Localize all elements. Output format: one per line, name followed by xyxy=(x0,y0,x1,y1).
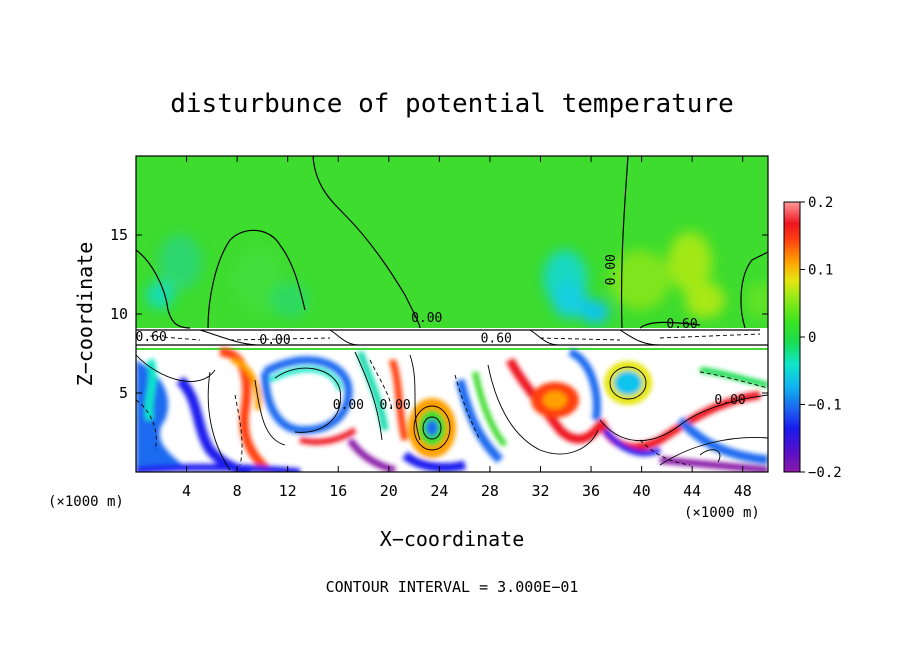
contour-label: 0.60 xyxy=(136,330,167,345)
contour-label: 0.00 xyxy=(411,311,442,326)
x-tick-label: 44 xyxy=(683,482,701,500)
plot-area xyxy=(136,156,768,472)
x-tick-label: 24 xyxy=(430,482,448,500)
x-tick-label: 16 xyxy=(329,482,347,500)
x-tick-label: 8 xyxy=(233,482,242,500)
contour-interval-note: CONTOUR INTERVAL = 3.000E−01 xyxy=(326,578,579,596)
contour-label: 0.00 xyxy=(333,398,364,413)
x-tick-label: 28 xyxy=(481,482,499,500)
colorbar-tick-label: 0.1 xyxy=(808,263,833,279)
turbulent-color-patches xyxy=(136,347,768,472)
x-tick-label: 4 xyxy=(182,482,191,500)
x-tick-label: 48 xyxy=(734,482,752,500)
turbulent-layer xyxy=(136,350,768,472)
contour-label: 0.60 xyxy=(666,317,697,332)
contour-label: 0.00 xyxy=(379,398,410,413)
colorbar-tick-label: −0.1 xyxy=(808,398,842,414)
colorbar-ticks: 0.2 0.1 0 −0.1 −0.2 xyxy=(800,195,842,481)
chart-title: disturbunce of potential temperature xyxy=(170,89,734,119)
x-unit-right: (×1000 m) xyxy=(684,505,760,521)
x-tick-label: 40 xyxy=(633,482,651,500)
colorbar-tick-label: −0.2 xyxy=(808,465,842,481)
x-tick-label: 32 xyxy=(531,482,549,500)
x-unit-left: (×1000 m) xyxy=(48,494,124,510)
x-tick-label: 20 xyxy=(380,482,398,500)
y-tick-label: 5 xyxy=(119,384,128,402)
upper-field-anomalies xyxy=(146,232,768,324)
x-axis-label: X−coordinate xyxy=(380,527,525,551)
stable-layer-band xyxy=(136,328,768,348)
contour-label: 0.00 xyxy=(604,254,619,285)
contour-labels: 0.00 0.00 0.60 0.60 0.00 0.60 0.00 0.00 0.00 xyxy=(136,254,746,413)
y-tick-label: 15 xyxy=(110,226,128,244)
contour-label: 0.00 xyxy=(714,393,745,408)
colorbar-tick-label: 0 xyxy=(808,330,816,346)
y-tick-label: 10 xyxy=(110,305,128,323)
x-tick-label: 12 xyxy=(279,482,297,500)
y-axis-label: Z−coordinate xyxy=(73,242,97,387)
colorbar xyxy=(783,201,801,473)
x-tick-label: 36 xyxy=(582,482,600,500)
colorbar-tick-label: 0.2 xyxy=(808,195,833,211)
contour-label: 0.60 xyxy=(481,331,512,346)
contour-lines xyxy=(136,156,768,471)
contour-label: 0.00 xyxy=(259,333,290,348)
dashed-contours xyxy=(136,359,768,466)
x-axis-ticks: 4 8 12 16 20 24 28 32 36 40 44 48 xyxy=(182,156,752,500)
y-axis-ticks: 5 10 15 xyxy=(110,226,768,402)
